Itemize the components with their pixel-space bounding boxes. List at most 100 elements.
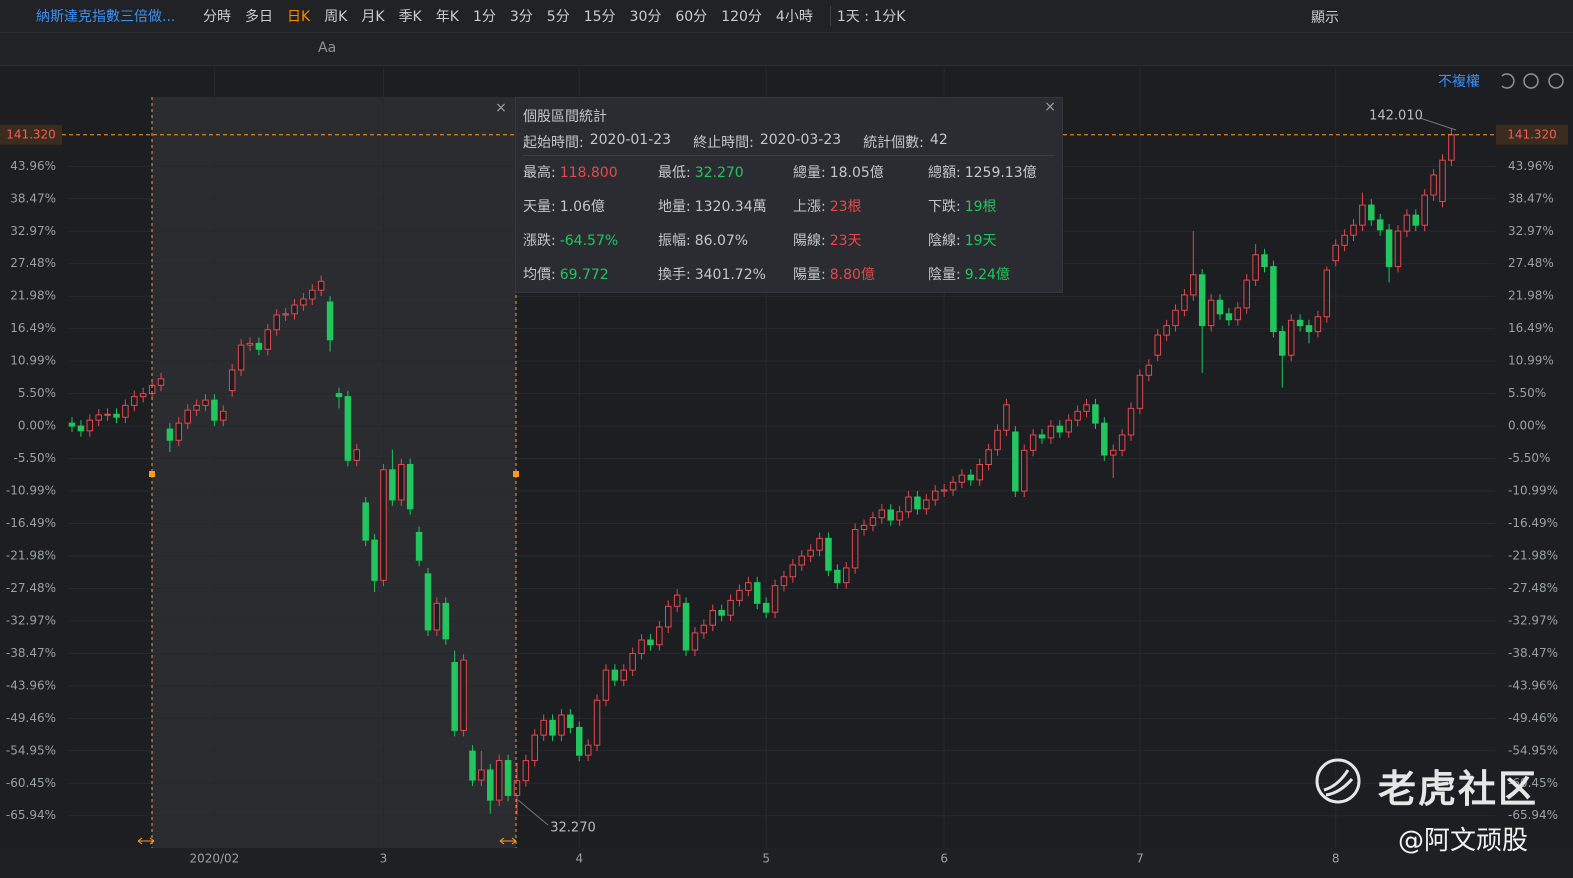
period-tab[interactable]: 日K: [287, 9, 311, 25]
candle-body: [389, 469, 396, 501]
candle-body: [1190, 274, 1197, 296]
text-tool[interactable]: Aa: [318, 40, 337, 56]
candle-body: [1109, 449, 1117, 456]
period-tab[interactable]: 15分: [583, 9, 616, 25]
y-tick-label: -38.47%: [6, 646, 56, 660]
candle-body: [531, 734, 539, 762]
y-tick-label: -60.45%: [1508, 776, 1558, 790]
interval-selector[interactable]: 1天 : 1分K: [829, 6, 905, 26]
candles: [68, 128, 1455, 815]
candle-body: [353, 449, 361, 461]
candle-body: [1118, 434, 1126, 451]
candle-body: [273, 314, 280, 331]
candle-body: [1287, 319, 1295, 356]
stats-row: 最高: 118.800 最低: 32.270 總量: 18.05億 總額: 1259.13億: [523, 162, 1063, 182]
candle-body: [1359, 204, 1366, 226]
adjust-mode[interactable]: 不複權: [1438, 74, 1480, 90]
candle-body: [673, 594, 681, 607]
selection-close[interactable]: ×: [495, 100, 507, 116]
stats-cell: 總額: 1259.13億: [928, 162, 1063, 182]
stats-label: 天量:: [523, 199, 556, 215]
candle-body: [736, 589, 743, 601]
y-tick-label: -38.47%: [1508, 646, 1558, 660]
period-tab[interactable]: 4小時: [775, 9, 813, 25]
y-tick-label: -27.48%: [1508, 581, 1558, 595]
display-menu[interactable]: 顯示: [1311, 10, 1339, 26]
y-tick-label: -65.94%: [6, 808, 56, 822]
price-tag-label: 141.320: [6, 127, 56, 141]
selection-handle[interactable]: [149, 471, 155, 477]
stats-label: 陰線:: [928, 233, 961, 249]
y-tick-label: 10.99%: [10, 354, 56, 368]
candle-body: [842, 567, 850, 584]
candle-body: [1181, 294, 1188, 311]
period-tab[interactable]: 年K: [435, 9, 459, 25]
period-tab[interactable]: 1分: [472, 9, 496, 25]
selection-handle[interactable]: [513, 471, 519, 477]
period-tab[interactable]: 120分: [721, 9, 762, 25]
candle-body: [949, 481, 957, 491]
candle-body: [513, 780, 521, 796]
candle-body: [994, 429, 1001, 451]
candle-body: [629, 653, 636, 671]
x-tick-label: 3: [380, 852, 388, 866]
y-tick-label: -32.97%: [1508, 613, 1558, 627]
period-tab[interactable]: 分時: [203, 9, 231, 25]
y-tick-label: 38.47%: [1508, 191, 1554, 205]
range-stats-panel: 個股區間統計 × 起始時間: 2020-01-23 終止時間: 2020-03-…: [516, 98, 1062, 292]
candle-body: [1047, 425, 1055, 439]
candle-body: [291, 304, 298, 315]
stats-row: 均價: 69.772 換手: 3401.72% 陽量: 8.80億 陰量: 9.24億: [523, 264, 1063, 284]
end-date[interactable]: 2020-03-23: [759, 132, 842, 148]
period-tab[interactable]: 月K: [361, 9, 385, 25]
x-tick-label: 7: [1136, 852, 1144, 866]
start-date[interactable]: 2020-01-23: [589, 132, 672, 148]
candle-body: [647, 639, 654, 646]
period-tab[interactable]: 60分: [675, 9, 708, 25]
candle-body: [522, 760, 530, 782]
high-leader: [1419, 117, 1457, 131]
period-tab[interactable]: 30分: [629, 9, 662, 25]
candle-body: [237, 344, 245, 371]
stats-label: 換手:: [658, 267, 691, 283]
period-tab[interactable]: 5分: [546, 9, 570, 25]
count: 42: [929, 132, 948, 148]
candle-body: [576, 726, 583, 756]
candle-body: [923, 499, 930, 510]
period-tab[interactable]: 3分: [509, 9, 533, 25]
y-tick-label: 16.49%: [1508, 321, 1554, 335]
candle-body: [184, 409, 191, 424]
candle-body: [869, 517, 877, 526]
candle-body: [1341, 234, 1348, 246]
candle-body: [664, 605, 672, 628]
candle-body: [1430, 174, 1437, 196]
candle-body: [780, 576, 788, 587]
stats-close[interactable]: ×: [1044, 99, 1056, 115]
period-tab[interactable]: 多日: [245, 9, 273, 25]
candle-body: [415, 531, 423, 561]
candle-body: [745, 582, 752, 591]
candle-body: [1216, 299, 1224, 315]
y-tick-label: -60.45%: [6, 776, 56, 790]
candle-body: [335, 393, 343, 398]
stats-value: 1320.34萬: [694, 199, 767, 215]
top-toolbar: 納斯達克指數三倍做... 分時 多日 日K 周K 月K 季K 年K 1分 3分 5分 15分 30分 6…: [0, 0, 1573, 33]
candle-body: [558, 714, 565, 736]
stats-label: 均價:: [523, 267, 556, 283]
candle-body: [95, 414, 102, 421]
candle-body: [1154, 334, 1161, 356]
candle-body: [931, 490, 939, 501]
period-tabs: 分時 多日 日K 周K 月K 季K 年K 1分 3分 5分 15分 30分 60分 120分 4小時: [196, 6, 820, 26]
candle-body: [193, 404, 200, 411]
x-tick-label: 2020/02: [189, 852, 239, 866]
candle-body: [940, 489, 948, 492]
y-tick-label: 38.47%: [10, 191, 56, 205]
stats-range: 起始時間: 2020-01-23 終止時間: 2020-03-23 統計個數: …: [523, 132, 1053, 152]
period-tab[interactable]: 季K: [398, 9, 422, 25]
period-tab[interactable]: 周K: [324, 9, 348, 25]
y-tick-label: 43.96%: [1508, 159, 1554, 173]
low-label: 32.270: [550, 821, 596, 836]
stats-value: 8.80億: [829, 267, 875, 283]
y-tick-label: -32.97%: [6, 613, 56, 627]
symbol-title[interactable]: 納斯達克指數三倍做...: [36, 9, 176, 25]
